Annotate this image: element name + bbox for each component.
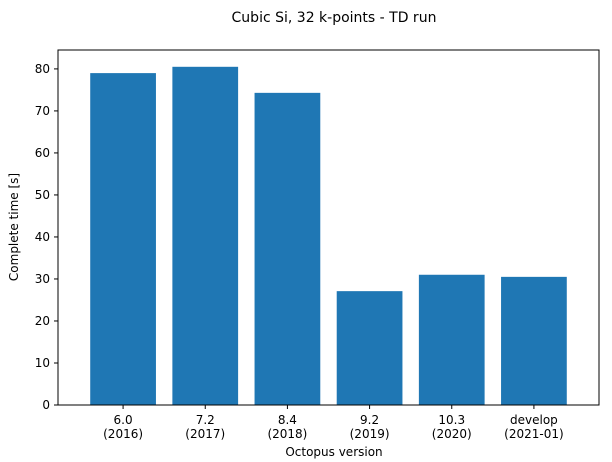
y-tick-label-5: 50	[35, 188, 50, 202]
y-tick-label-0: 0	[42, 398, 50, 412]
y-axis-label: Complete time [s]	[7, 173, 21, 281]
x-tick-label-3-0: 9.2	[360, 413, 379, 427]
y-tick-label-8: 80	[35, 62, 50, 76]
y-axis: 0 10 20 30 40 50 60 70 80	[35, 62, 58, 412]
y-tick-label-2: 20	[35, 314, 50, 328]
x-tick-label-0-1: (2016)	[103, 427, 143, 441]
x-tick-label-5-0: develop	[510, 413, 558, 427]
x-tick-label-2-0: 8.4	[278, 413, 297, 427]
y-tick-label-1: 10	[35, 356, 50, 370]
bar-5	[501, 276, 567, 405]
x-tick-label-4-0: 10.3	[438, 413, 465, 427]
x-tick-label-0-0: 6.0	[114, 413, 133, 427]
x-axis-label: Octopus version	[285, 445, 382, 459]
x-tick-label-1-1: (2017)	[185, 427, 225, 441]
x-tick-label-2-1: (2018)	[267, 427, 307, 441]
x-tick-label-5-1: (2021-01)	[504, 427, 564, 441]
bar-1	[172, 66, 239, 406]
y-tick-label-4: 40	[35, 230, 50, 244]
bar-2	[254, 92, 321, 405]
x-tick-label-1-0: 7.2	[196, 413, 215, 427]
y-tick-label-6: 60	[35, 146, 50, 160]
x-tick-label-3-1: (2019)	[350, 427, 390, 441]
x-tick-label-4-1: (2020)	[432, 427, 472, 441]
chart-title: Cubic Si, 32 k-points - TD run	[232, 10, 437, 26]
x-axis: 6.0(2016) 7.2(2017) 8.4(2018) 9.2(2019) 10.3…	[103, 405, 564, 441]
plot-frame	[57, 49, 600, 406]
bars-group	[90, 66, 567, 406]
bar-0	[90, 73, 156, 406]
bar-4	[418, 274, 485, 405]
y-tick-label-7: 70	[35, 104, 50, 118]
bar-3	[336, 291, 403, 405]
y-tick-label-3: 30	[35, 272, 50, 286]
